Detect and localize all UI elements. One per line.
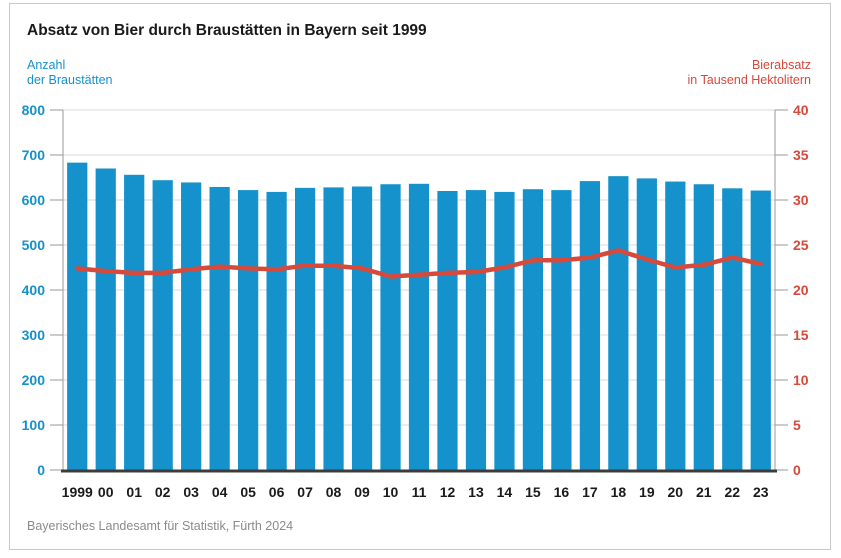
right-axis-tick-label: 35 bbox=[793, 147, 809, 163]
x-axis-label-18: 18 bbox=[611, 484, 627, 500]
bar-22 bbox=[722, 188, 743, 471]
bar-06 bbox=[266, 191, 287, 470]
x-axis-label-02: 02 bbox=[155, 484, 171, 500]
right-axis-title-line2: in Tausend Hektolitern bbox=[687, 73, 811, 88]
right-axis-title: Bierabsatz in Tausend Hektolitern bbox=[688, 58, 811, 89]
right-axis-tick-label: 40 bbox=[793, 102, 809, 118]
right-axis-tick-label: 20 bbox=[793, 282, 809, 298]
right-axis-tick-label: 25 bbox=[793, 237, 809, 253]
bar-16 bbox=[551, 190, 572, 470]
x-axis-label-04: 04 bbox=[212, 484, 228, 500]
bar-03 bbox=[181, 182, 202, 470]
x-axis-label-08: 08 bbox=[326, 484, 342, 500]
bar-05 bbox=[238, 190, 259, 470]
left-axis-title-line1: Anzahl bbox=[27, 58, 66, 72]
left-axis-tick-label: 200 bbox=[22, 372, 46, 388]
x-axis-label-19: 19 bbox=[639, 484, 655, 500]
x-axis-label-20: 20 bbox=[668, 484, 684, 500]
bar-17 bbox=[579, 181, 600, 470]
x-axis-label-11: 11 bbox=[412, 484, 427, 500]
right-axis-tick-label: 5 bbox=[793, 417, 801, 433]
x-axis-label-01: 01 bbox=[126, 484, 142, 500]
x-axis-label-13: 13 bbox=[468, 484, 484, 500]
left-axis-title: Anzahl der Braustätten bbox=[27, 58, 112, 89]
right-axis-tick-label: 15 bbox=[793, 327, 809, 343]
bar-02 bbox=[152, 180, 173, 470]
x-axis-label-07: 07 bbox=[297, 484, 313, 500]
source-footer: Bayerisches Landesamt für Statistik, Für… bbox=[27, 519, 294, 533]
bar-00 bbox=[95, 168, 116, 470]
x-axis-label-00: 00 bbox=[98, 484, 114, 500]
x-axis-label-21: 21 bbox=[696, 484, 712, 500]
x-axis-label-09: 09 bbox=[354, 484, 370, 500]
left-axis-tick-label: 600 bbox=[22, 192, 46, 208]
left-axis-tick-label: 0 bbox=[37, 462, 45, 478]
left-axis-tick-label: 800 bbox=[22, 102, 46, 118]
bar-10 bbox=[380, 184, 401, 470]
bar-21 bbox=[693, 184, 714, 470]
x-axis-label-23: 23 bbox=[753, 484, 769, 500]
bar-13 bbox=[465, 190, 487, 470]
bar-12 bbox=[437, 191, 458, 470]
bar-15 bbox=[522, 189, 544, 470]
left-axis-tick-label: 400 bbox=[22, 282, 46, 298]
right-axis-tick-label: 10 bbox=[793, 372, 809, 388]
left-axis-title-line2: der Braustätten bbox=[27, 73, 113, 88]
x-axis-label-03: 03 bbox=[183, 484, 199, 500]
right-axis-tick-label: 0 bbox=[793, 462, 801, 478]
x-axis-label-22: 22 bbox=[724, 484, 740, 500]
bar-11 bbox=[408, 183, 430, 471]
left-axis-tick-label: 500 bbox=[22, 237, 46, 253]
x-axis-label-1999: 1999 bbox=[62, 484, 93, 500]
x-axis-label-05: 05 bbox=[240, 484, 256, 500]
x-axis-label-06: 06 bbox=[269, 484, 285, 500]
x-axis-label-17: 17 bbox=[582, 484, 598, 500]
bar-1999 bbox=[67, 162, 88, 470]
bar-09 bbox=[351, 186, 373, 470]
bar-20 bbox=[665, 181, 686, 471]
x-axis-label-10: 10 bbox=[383, 484, 399, 500]
right-axis-tick-label: 30 bbox=[793, 192, 809, 208]
line-series-bierabsatz bbox=[74, 248, 764, 279]
chart-title: Absatz von Bier durch Braustätten in Bay… bbox=[27, 22, 427, 39]
x-axis-label-14: 14 bbox=[497, 484, 513, 500]
bar-19 bbox=[636, 178, 657, 470]
x-axis-label-15: 15 bbox=[525, 484, 541, 500]
left-axis-tick-label: 700 bbox=[22, 147, 46, 163]
x-axis-label-16: 16 bbox=[554, 484, 570, 500]
x-axis-label-12: 12 bbox=[440, 484, 456, 500]
bar-08 bbox=[323, 187, 344, 470]
bar-14 bbox=[494, 191, 515, 470]
bar-18 bbox=[608, 176, 629, 470]
bar-04 bbox=[209, 186, 230, 470]
bar-07 bbox=[294, 187, 316, 470]
left-axis-tick-label: 100 bbox=[22, 417, 46, 433]
left-axis-tick-label: 300 bbox=[22, 327, 46, 343]
bar-23 bbox=[750, 190, 771, 471]
right-axis-title-line1: Bierabsatz bbox=[751, 58, 811, 72]
bar-01 bbox=[124, 174, 145, 471]
